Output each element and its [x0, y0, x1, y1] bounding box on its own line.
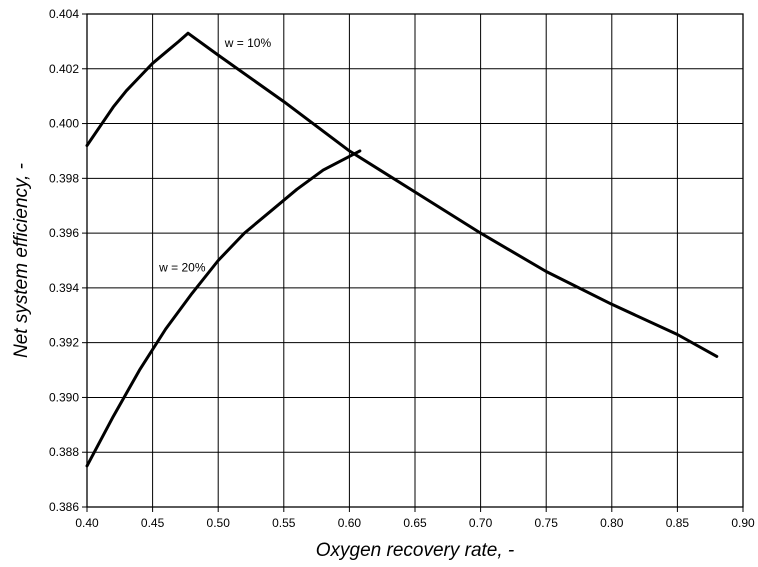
- y-tick-label: 0.402: [49, 62, 79, 76]
- x-tick-label: 0.50: [207, 516, 231, 530]
- y-tick-label: 0.386: [49, 500, 79, 514]
- x-tick-label: 0.55: [272, 516, 296, 530]
- x-tick-label: 0.90: [731, 516, 755, 530]
- x-tick-label: 0.45: [141, 516, 165, 530]
- y-tick-label: 0.404: [49, 7, 79, 21]
- y-tick-label: 0.400: [49, 117, 79, 131]
- x-tick-label: 0.85: [666, 516, 690, 530]
- x-tick-label: 0.40: [75, 516, 99, 530]
- x-tick-label: 0.70: [469, 516, 493, 530]
- x-tick-label: 0.65: [403, 516, 427, 530]
- series-line-2: [85, 149, 362, 468]
- annotation-label: w = 10%: [224, 36, 272, 50]
- series-group: [85, 31, 719, 468]
- y-tick-label: 0.392: [49, 336, 79, 350]
- x-tick-label: 0.80: [600, 516, 624, 530]
- x-axis-ticks: 0.40 0.45 0.50 0.55 0.60 0.65 0.70 0.75 0.80 0.85…: [75, 507, 755, 530]
- annotation-label: w = 20%: [158, 260, 206, 274]
- x-axis-title: Oxygen recovery rate, -: [316, 540, 515, 561]
- y-axis-title: Net system efficiency, -: [11, 163, 32, 358]
- y-tick-label: 0.390: [49, 390, 79, 404]
- y-tick-label: 0.394: [49, 281, 79, 295]
- y-tick-label: 0.398: [49, 171, 79, 185]
- y-tick-label: 0.388: [49, 445, 79, 459]
- y-axis-ticks: 0.386 0.388 0.390 0.392 0.394 0.396 0.398 0.400…: [49, 7, 87, 514]
- x-tick-label: 0.60: [338, 516, 362, 530]
- annotations: w = 10% w = 20%: [158, 36, 271, 275]
- series-line-1: [85, 31, 719, 358]
- x-tick-label: 0.75: [535, 516, 559, 530]
- y-tick-label: 0.396: [49, 226, 79, 240]
